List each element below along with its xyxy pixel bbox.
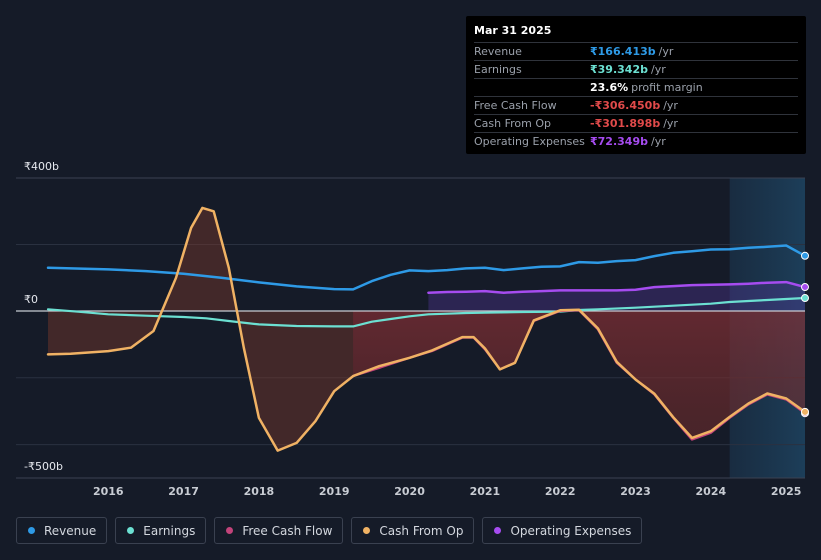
tooltip-row: Revenue ₹166.413b/yr [474,43,798,61]
x-tick-label: 2023 [620,485,651,498]
legend-item-free-cash-flow[interactable]: Free Cash Flow [214,517,344,544]
opex-area [428,282,805,311]
tooltip-row: Free Cash Flow -₹306.450b/yr [474,97,798,115]
legend-label: Operating Expenses [510,523,632,538]
end-marker-opex [801,283,809,292]
x-tick-label: 2020 [394,485,425,498]
tooltip-label [474,79,590,96]
tooltip-label: Cash From Op [474,117,552,130]
tooltip-label: Free Cash Flow [474,99,557,112]
x-tick-label: 2022 [545,485,576,498]
tooltip-label: Revenue [474,45,522,58]
series-line-opex [427,280,807,294]
tooltip-panel: Mar 31 2025 Revenue ₹166.413b/yr Earnings ₹… [466,16,806,154]
tooltip-row: Earnings ₹39.342b/yr [474,61,798,79]
series-line-cfo [46,206,807,452]
x-tick-label: 2025 [771,485,802,498]
legend-dot-icon [28,527,35,534]
legend-dot-icon [363,527,371,534]
x-tick-label: 2024 [696,485,727,498]
end-marker-revenue [801,251,809,260]
fcf-area [353,310,805,440]
legend-label: Earnings [143,523,196,538]
y-axis-label: ₹400b [24,160,59,173]
tooltip-date: Mar 31 2025 [474,22,798,43]
x-tick-label: 2016 [93,485,124,498]
legend: Revenue Earnings Free Cash Flow Cash From O… [16,517,650,546]
legend-dot-icon [127,527,135,534]
x-tick-label: 2017 [168,485,199,498]
tooltip-value: ₹166.413b/yr [590,45,674,58]
legend-item-operating-expenses[interactable]: Operating Expenses [482,517,643,544]
legend-item-cash-from-op[interactable]: Cash From Op [351,517,475,544]
tooltip-row: Cash From Op -₹301.898b/yr [474,115,798,133]
x-tick-label: 2018 [244,485,275,498]
tooltip-label: Earnings [474,63,522,76]
tooltip-value: ₹39.342b/yr [590,63,666,76]
legend-label: Revenue [44,523,97,538]
tooltip-value: 23.6% profit margin [590,81,703,94]
series-line-revenue [46,244,807,291]
end-marker-earnings [801,294,809,303]
tooltip-row: Operating Expenses ₹72.349b/yr [474,133,798,150]
legend-label: Cash From Op [379,523,464,538]
tooltip-value: ₹72.349b/yr [590,135,666,148]
series-line-earnings [46,296,807,328]
tooltip-row: 23.6% profit margin [474,79,798,97]
legend-dot-icon [494,527,502,534]
tooltip-label: Operating Expenses [474,135,585,148]
y-axis-label: -₹500b [24,460,63,473]
tooltip-value: -₹301.898b/yr [590,117,678,130]
y-axis-label: ₹0 [24,293,38,306]
x-tick-label: 2019 [319,485,350,498]
tooltip-value: -₹306.450b/yr [590,99,678,112]
legend-label: Free Cash Flow [242,523,333,538]
x-tick-label: 2021 [470,485,501,498]
legend-item-revenue[interactable]: Revenue [16,517,108,544]
legend-dot-icon [226,527,234,534]
end-marker-cfo [801,407,809,416]
legend-item-earnings[interactable]: Earnings [115,517,207,544]
